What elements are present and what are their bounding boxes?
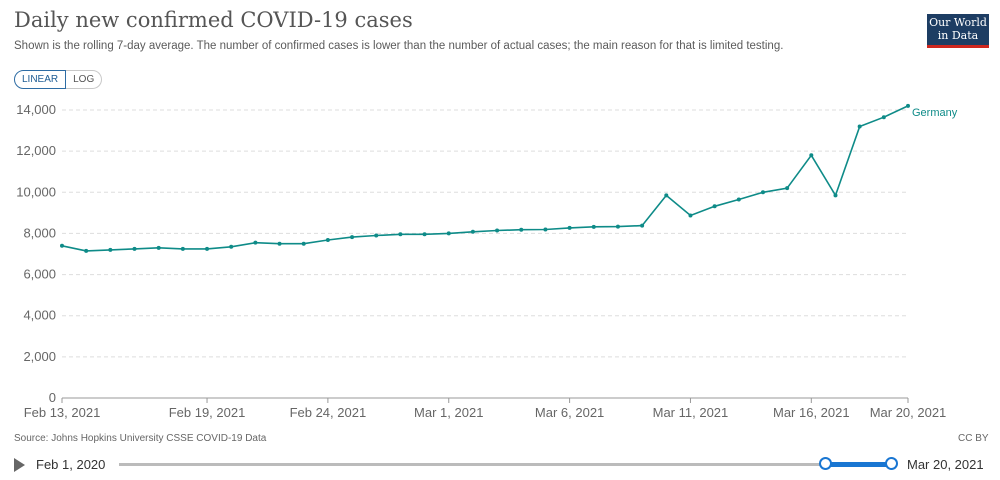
y-tick-label: 12,000 xyxy=(16,143,56,158)
data-point xyxy=(301,241,306,246)
license-link[interactable]: CC BY xyxy=(958,433,989,444)
data-point xyxy=(664,193,669,198)
timeline-start-date: Feb 1, 2020 xyxy=(36,457,106,472)
timeline-track[interactable] xyxy=(119,463,897,466)
x-tick-label: Feb 13, 2021 xyxy=(24,405,101,420)
data-point xyxy=(712,204,717,209)
data-point xyxy=(736,197,741,202)
y-tick-label: 4,000 xyxy=(23,308,56,323)
play-icon[interactable] xyxy=(14,458,25,472)
data-point xyxy=(495,228,500,233)
data-point xyxy=(785,186,790,191)
y-tick-label: 10,000 xyxy=(16,184,56,199)
x-tick-label: Feb 24, 2021 xyxy=(290,405,367,420)
x-tick-label: Mar 1, 2021 xyxy=(414,405,483,420)
x-tick-label: Mar 20, 2021 xyxy=(870,405,947,420)
data-point xyxy=(809,153,814,158)
x-tick-label: Mar 11, 2021 xyxy=(653,405,729,420)
x-tick-label: Mar 6, 2021 xyxy=(535,405,604,420)
data-point xyxy=(422,232,427,237)
timeline-end-date: Mar 20, 2021 xyxy=(907,457,984,472)
logo-line-2: in Data xyxy=(937,29,979,42)
data-point xyxy=(640,223,645,228)
y-tick-label: 2,000 xyxy=(23,349,56,364)
chart-title: Daily new confirmed COVID-19 cases xyxy=(14,8,413,32)
timeline-slider: Feb 1, 2020 Mar 20, 2021 xyxy=(14,455,994,475)
data-point xyxy=(906,103,910,108)
data-point xyxy=(156,245,161,250)
data-point xyxy=(132,246,137,251)
data-point xyxy=(325,238,330,243)
series-line-germany xyxy=(61,105,909,252)
data-point xyxy=(398,232,403,237)
data-point xyxy=(833,193,838,198)
data-point xyxy=(470,229,475,234)
data-point xyxy=(60,243,64,248)
log-scale-button[interactable]: LOG xyxy=(66,70,103,89)
logo-line-1: Our World xyxy=(929,16,987,29)
linear-scale-button[interactable]: LINEAR xyxy=(14,70,67,89)
data-point xyxy=(180,246,185,251)
x-tick-label: Feb 19, 2021 xyxy=(169,405,246,420)
data-point xyxy=(519,227,524,232)
data-point xyxy=(253,240,258,245)
source-note[interactable]: Source: Johns Hopkins University CSSE CO… xyxy=(14,433,267,444)
scale-toggle: LINEAR LOG xyxy=(14,70,103,89)
data-point xyxy=(229,244,234,249)
y-tick-label: 0 xyxy=(49,390,56,405)
data-point xyxy=(350,235,355,240)
series-label-germany: Germany xyxy=(912,107,958,119)
data-point xyxy=(374,233,379,238)
timeline-start-handle[interactable] xyxy=(819,457,832,470)
data-point xyxy=(108,247,113,252)
y-tick-label: 6,000 xyxy=(23,267,56,282)
owid-logo[interactable]: Our World in Data xyxy=(927,14,989,48)
data-point xyxy=(84,248,89,253)
timeline-selected-range xyxy=(826,462,892,467)
data-point xyxy=(688,213,693,218)
data-point xyxy=(567,225,572,230)
data-point xyxy=(277,241,282,246)
data-point xyxy=(446,231,451,236)
y-tick-label: 14,000 xyxy=(16,102,56,117)
timeline-end-handle[interactable] xyxy=(885,457,898,470)
x-tick-label: Mar 16, 2021 xyxy=(773,405,850,420)
data-point xyxy=(857,124,862,129)
data-point xyxy=(881,115,886,120)
data-point xyxy=(543,227,548,232)
data-point xyxy=(591,224,596,229)
data-point xyxy=(205,246,210,251)
data-point xyxy=(760,190,765,195)
y-tick-label: 8,000 xyxy=(23,225,56,240)
chart-subtitle: Shown is the rolling 7-day average. The … xyxy=(14,40,784,52)
data-point xyxy=(615,224,620,229)
logo-accent-bar xyxy=(927,45,989,48)
